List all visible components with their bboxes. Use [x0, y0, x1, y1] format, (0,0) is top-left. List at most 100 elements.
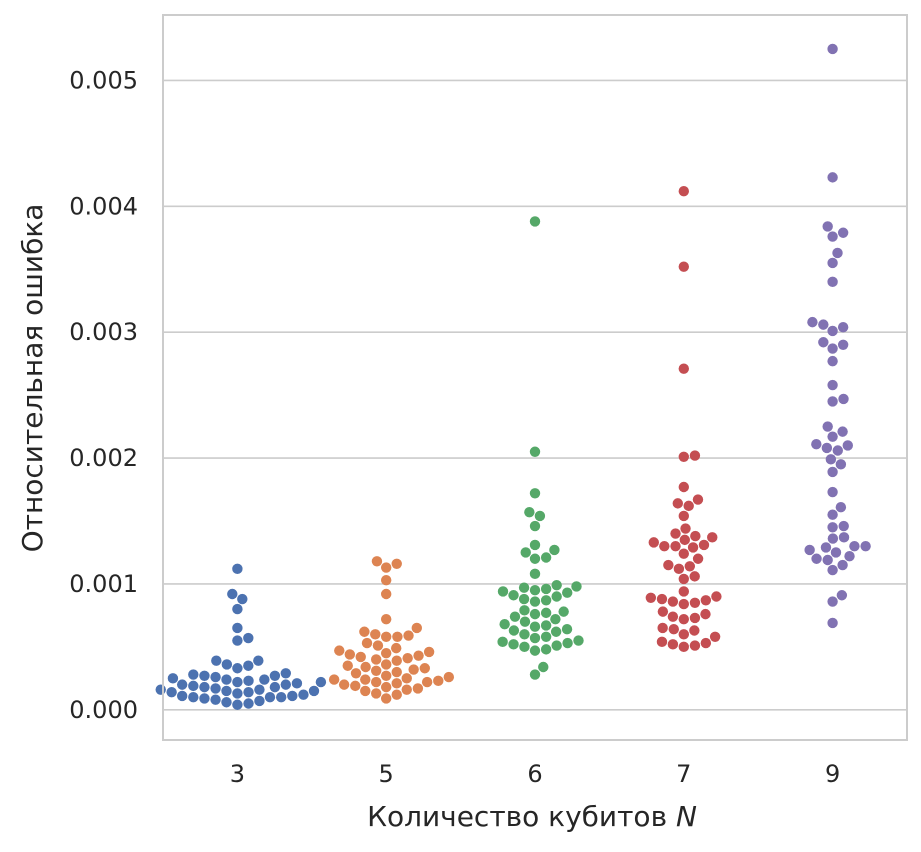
- data-point-9: [827, 564, 838, 576]
- data-point-5: [350, 680, 361, 692]
- data-point-7: [673, 563, 685, 575]
- data-point-6: [538, 661, 549, 673]
- data-point-5: [391, 655, 402, 666]
- data-point-9: [827, 343, 838, 354]
- data-point-3: [237, 593, 248, 605]
- data-point-7: [698, 539, 710, 551]
- data-point-6: [509, 611, 521, 622]
- data-point-9: [827, 466, 838, 478]
- data-point-5: [361, 637, 373, 649]
- data-point-7: [645, 592, 657, 603]
- data-point-5: [391, 666, 402, 678]
- data-point-3: [280, 668, 292, 679]
- data-point-6: [529, 645, 541, 656]
- data-point-9: [827, 172, 838, 183]
- data-point-5: [371, 556, 383, 567]
- data-point-9: [825, 454, 837, 465]
- data-point-5: [381, 562, 392, 573]
- data-point-3: [315, 676, 327, 688]
- data-point-5: [338, 679, 350, 690]
- x-tick-label: 3: [230, 760, 245, 788]
- data-point-7: [679, 534, 690, 546]
- data-point-5: [370, 654, 382, 665]
- data-point-7: [687, 542, 699, 553]
- data-point-6: [558, 606, 569, 617]
- data-point-5: [412, 683, 424, 694]
- data-point-5: [381, 613, 392, 625]
- data-point-7: [667, 596, 679, 607]
- data-point-7: [692, 553, 704, 564]
- data-point-9: [835, 501, 847, 513]
- data-point-9: [838, 393, 849, 405]
- data-point-6: [549, 544, 560, 556]
- data-point-9: [827, 533, 839, 544]
- data-point-6: [508, 625, 520, 636]
- data-point-6: [499, 619, 510, 630]
- data-point-3: [210, 683, 221, 694]
- data-point-3: [232, 635, 243, 646]
- data-point-7: [678, 510, 689, 522]
- data-point-7: [678, 451, 689, 462]
- data-point-7: [689, 571, 700, 582]
- data-point-3: [188, 669, 199, 680]
- data-point-7: [678, 481, 689, 493]
- data-point-9: [830, 547, 842, 558]
- y-tick-label: 0.005: [69, 66, 138, 94]
- data-point-9: [811, 439, 822, 450]
- data-point-5: [381, 574, 392, 586]
- data-point-9: [811, 553, 822, 564]
- data-point-5: [391, 689, 402, 700]
- y-axis-label: Относительная ошибка: [16, 204, 49, 553]
- data-point-3: [210, 694, 221, 705]
- data-point-3: [298, 689, 309, 700]
- y-tick-label: 0.004: [69, 192, 138, 220]
- data-point-3: [243, 686, 254, 698]
- data-point-7: [663, 559, 674, 571]
- data-point-3: [232, 688, 243, 699]
- data-point-5: [391, 558, 402, 569]
- data-point-3: [211, 655, 222, 666]
- data-point-6: [518, 593, 530, 605]
- data-point-3: [221, 674, 232, 685]
- data-point-7: [656, 636, 668, 648]
- data-point-3: [232, 563, 243, 575]
- data-point-9: [832, 445, 843, 456]
- data-point-9: [821, 442, 833, 454]
- data-point-3: [308, 685, 320, 697]
- data-point-3: [269, 681, 281, 693]
- data-point-7: [678, 548, 689, 559]
- data-point-5: [391, 642, 402, 654]
- data-point-7: [709, 631, 721, 642]
- data-point-6: [497, 636, 508, 648]
- data-points: [155, 43, 871, 710]
- data-point-6: [540, 595, 552, 606]
- data-point-9: [835, 459, 847, 470]
- data-point-7: [667, 611, 679, 622]
- data-point-7: [657, 606, 669, 617]
- data-point-7: [648, 537, 659, 548]
- data-point-9: [818, 337, 829, 348]
- data-point-3: [254, 684, 265, 695]
- data-point-5: [411, 622, 422, 634]
- data-point-7: [670, 528, 681, 539]
- y-tick-label: 0.002: [69, 444, 138, 472]
- data-point-7: [711, 591, 722, 602]
- data-point-6: [529, 568, 541, 580]
- data-point-6: [540, 552, 552, 563]
- data-point-6: [571, 581, 582, 592]
- data-point-7: [707, 532, 718, 543]
- data-point-5: [381, 681, 392, 693]
- data-point-3: [232, 699, 243, 710]
- data-point-9: [838, 520, 849, 532]
- data-point-6: [529, 488, 541, 499]
- data-point-6: [529, 669, 541, 680]
- data-point-5: [381, 693, 392, 704]
- data-point-9: [827, 396, 838, 407]
- data-point-7: [689, 612, 701, 624]
- data-point-3: [155, 684, 166, 695]
- data-point-7: [656, 593, 668, 605]
- data-point-6: [540, 631, 552, 642]
- gridlines: [163, 79, 907, 711]
- data-point-6: [573, 635, 584, 646]
